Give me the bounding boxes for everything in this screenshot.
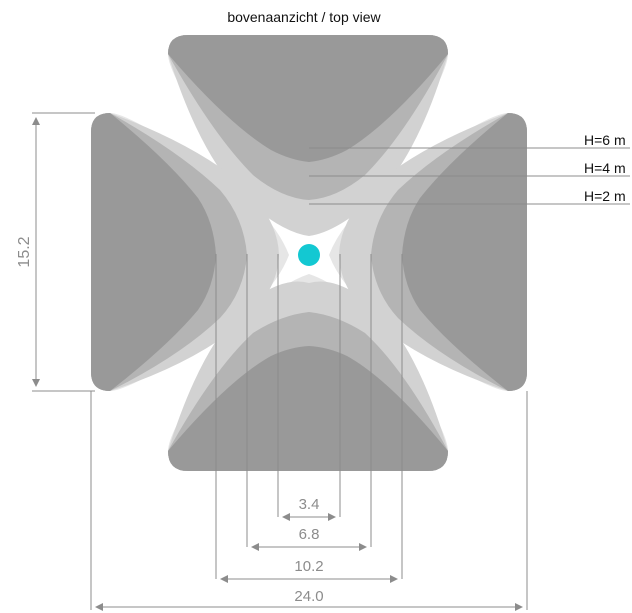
diagram-title: bovenaanzicht / top view: [227, 9, 381, 25]
label-h4: H=4 m: [584, 160, 626, 176]
dimension-240-value: 24.0: [294, 588, 323, 605]
bottom-dimensions: 3.4 6.8 10.2 24.0: [90, 254, 528, 611]
spray-zones: [91, 35, 527, 471]
dimension-68-value: 6.8: [299, 526, 320, 543]
height-labels: H=6 m H=4 m H=2 m: [584, 132, 626, 204]
label-h6: H=6 m: [584, 132, 626, 148]
right-lobe-h6: [402, 113, 527, 391]
left-lobe-h6: [91, 113, 216, 391]
bottom-lobe-h6: [168, 346, 448, 471]
label-h2: H=2 m: [584, 188, 626, 204]
top-lobe-h6: [168, 35, 448, 162]
center-sprinkler: [298, 244, 320, 266]
height-label-lines: [309, 147, 630, 205]
dimension-34-value: 3.4: [299, 496, 320, 513]
left-dimension: 15.2: [16, 112, 95, 392]
dimension-102-value: 10.2: [294, 558, 323, 575]
left-dimension-value: 15.2: [16, 236, 33, 267]
